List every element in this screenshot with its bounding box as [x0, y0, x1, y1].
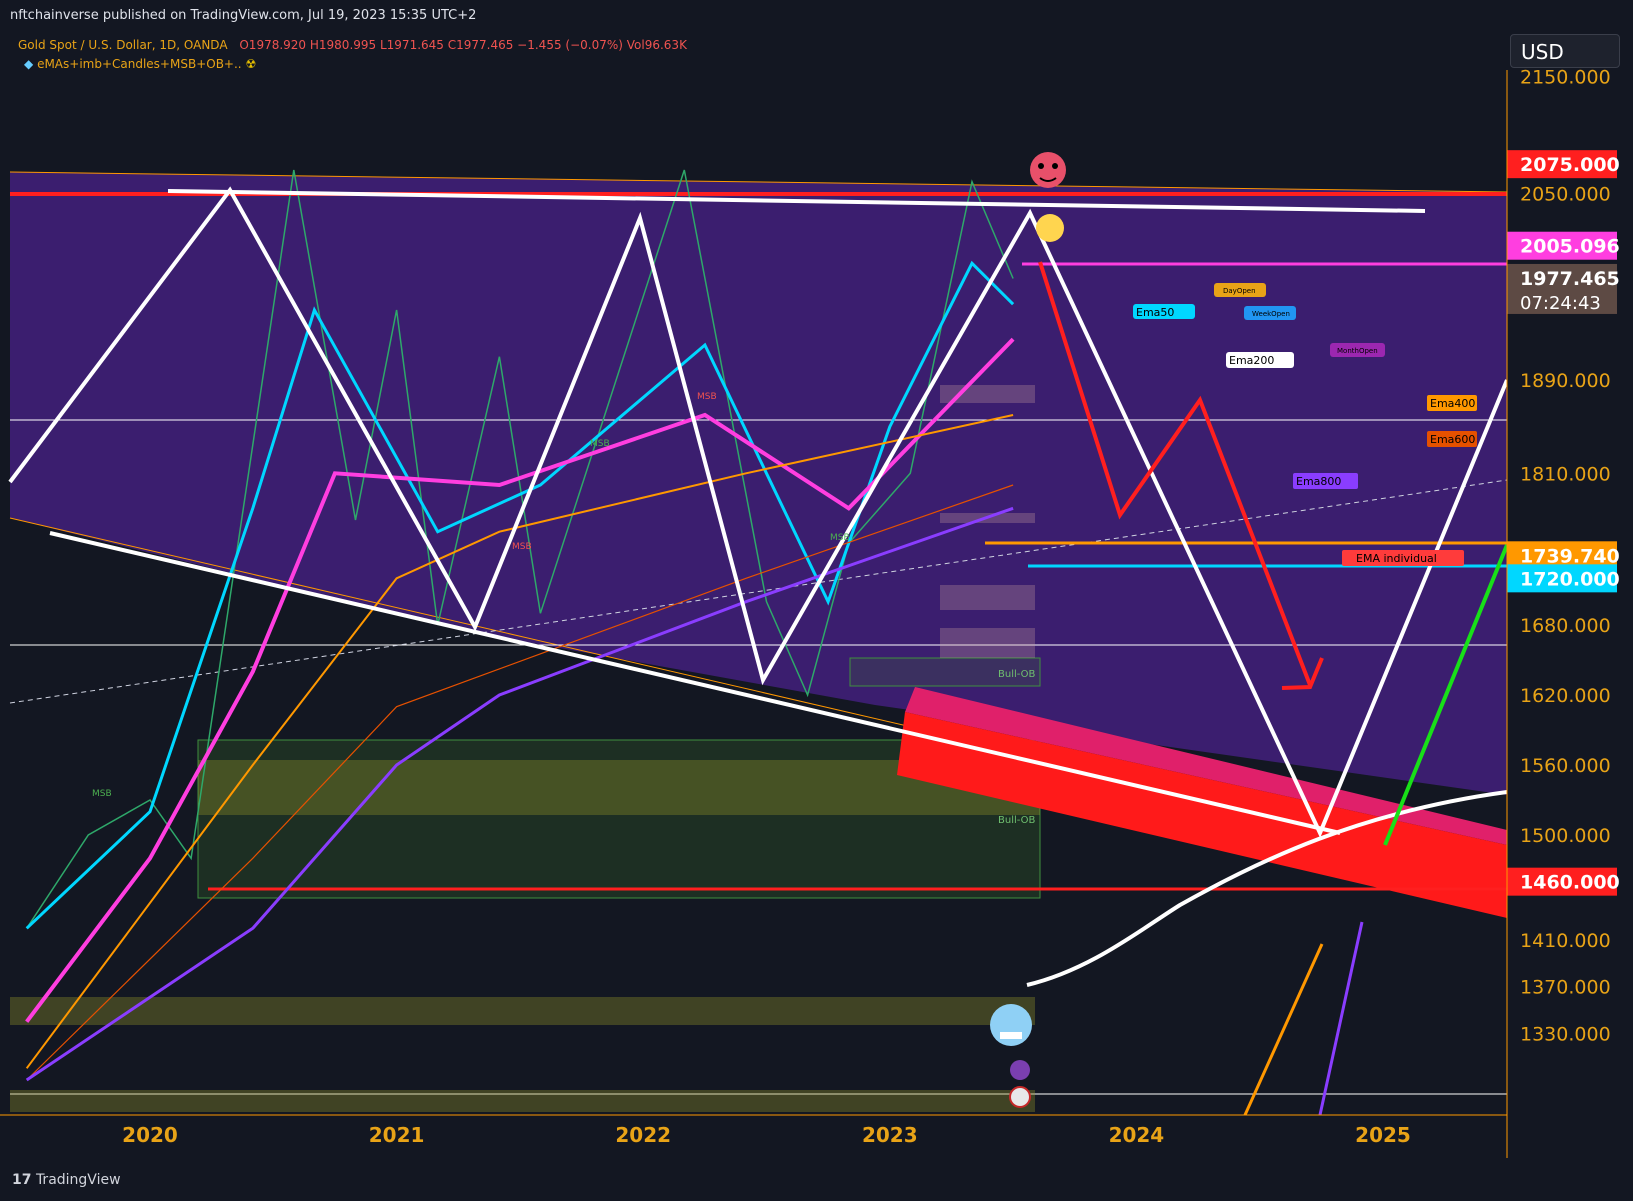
tradingview-logo[interactable]: 17 TradingView: [12, 1172, 121, 1188]
msb-label: MSB: [512, 542, 532, 552]
ema400-label: Ema400: [1430, 397, 1475, 410]
y-tick-label: 1410.000: [1520, 930, 1611, 952]
x-tick-label: 2021: [369, 1123, 425, 1147]
top-trendline: [167, 189, 1426, 213]
countdown-label: 07:24:43: [1520, 293, 1601, 314]
green-projection: [1383, 544, 1507, 846]
y-tick-label: 1330.000: [1520, 1023, 1611, 1045]
zone-top-line: [9, 171, 1507, 193]
x-tick-label: 2020: [122, 1123, 178, 1147]
diamond-icon: ◆: [24, 57, 34, 71]
bull-ob-label-lower: Bull-OB: [998, 815, 1036, 826]
bull-ob-small: [849, 657, 1041, 687]
y-tick-label: 1680.000: [1520, 615, 1611, 637]
ohlc-values: O1978.920 H1980.995 L1971.645 C1977.465 …: [239, 38, 687, 52]
imbalance-band: [10, 1090, 1035, 1112]
y-tick-label: 1500.000: [1520, 825, 1611, 847]
y-tick-label: 1620.000: [1520, 685, 1611, 707]
annotation-labels: Ema50 Ema200 Ema400 Ema600 Ema800 EMA in…: [92, 283, 1477, 826]
indicator-name[interactable]: eMAs+imb+Candles+MSB+OB+..: [37, 57, 242, 71]
price-label-box: [1507, 231, 1617, 260]
x-tick-label: 2023: [862, 1123, 918, 1147]
consolidation-zone: [10, 172, 1507, 795]
msb-label: MSB: [697, 392, 717, 402]
indicator-legend[interactable]: ◆ eMAs+imb+Candles+MSB+OB+.. ☢: [24, 57, 256, 71]
publisher-line: nftchainverse published on TradingView.c…: [10, 8, 477, 23]
price-label-box: [1507, 150, 1617, 179]
imbalance-band: [940, 628, 1035, 658]
imbalance-band: [940, 585, 1035, 610]
y-tick-label: 1560.000: [1520, 755, 1611, 777]
dayopen-label: DayOpen: [1223, 287, 1256, 295]
price-label-box: [1507, 564, 1617, 593]
y-tick-label: 1890.000: [1520, 370, 1611, 392]
price-label: 2005.096: [1520, 236, 1620, 258]
ema800-label: Ema800: [1296, 475, 1341, 488]
x-tick-label: 2022: [615, 1123, 671, 1147]
monthopen-label: MonthOpen: [1337, 347, 1378, 355]
msb-label: MSB: [92, 789, 112, 799]
us-flag-icon: [1009, 1086, 1031, 1108]
currency-button[interactable]: USD: [1510, 34, 1620, 68]
hand-pointer-icon: [1036, 214, 1064, 242]
price-label: 1460.000: [1520, 872, 1620, 894]
lightning-icon: [1010, 1060, 1030, 1080]
series-ema50: [25, 260, 1015, 930]
angry-face-icon: [1030, 152, 1066, 188]
red-arrow-head: [1281, 657, 1324, 690]
price-label: 2075.000: [1520, 154, 1620, 176]
imbalance-band: [10, 997, 1035, 1025]
red-projection: [1038, 261, 1312, 686]
price-label: 1977.465: [1520, 268, 1620, 290]
y-tick-label: 2050.000: [1520, 183, 1611, 205]
dashed-trendline: [9, 479, 1507, 704]
symbol-ohlc-line: Gold Spot / U.S. Dollar, 1D, OANDA O1978…: [18, 38, 687, 52]
ema200-label: Ema200: [1229, 354, 1274, 367]
time-axis[interactable]: 2020 2021 2022 2023 2024 2025: [122, 1123, 1411, 1147]
msb-label: MSB: [590, 439, 610, 449]
y-tick-label: 1810.000: [1520, 463, 1611, 485]
series-ema200: [25, 337, 1015, 1023]
price-label-box: [1507, 263, 1617, 314]
price-label: 1739.740: [1520, 545, 1620, 567]
weekopen-label: WeekOpen: [1252, 310, 1290, 318]
y-tick-label: 2150.000: [1520, 67, 1611, 89]
series-gold-price: [26, 169, 1014, 929]
x-tick-label: 2025: [1355, 1123, 1411, 1147]
tv-brand: TradingView: [35, 1172, 121, 1188]
cold-face-icon: [990, 1004, 1032, 1046]
radioactive-icon: ☢: [245, 57, 257, 71]
ema-individual-label: EMA individual: [1356, 552, 1437, 565]
price-label: 1720.000: [1520, 568, 1620, 590]
bull-ob-label-upper: Bull-OB: [998, 669, 1036, 680]
price-axis[interactable]: 2150.000 2050.000 1890.000 1810.000 1680.000…: [1507, 67, 1620, 1046]
series-layer: [25, 169, 1015, 1082]
y-tick-label: 1370.000: [1520, 977, 1611, 999]
x-tick-label: 2024: [1109, 1123, 1165, 1147]
purple-steep-line: [1318, 921, 1364, 1115]
ema50-label: Ema50: [1136, 306, 1174, 319]
bottom-trendline: [49, 531, 1341, 835]
price-label-box: [1507, 867, 1617, 896]
series-ema800: [25, 506, 1014, 1082]
symbol-title[interactable]: Gold Spot / U.S. Dollar, 1D, OANDA: [18, 38, 228, 52]
demand-channel-pink: [905, 687, 1507, 845]
harmonic-zigzag: [8, 186, 1507, 838]
series-ema400: [25, 414, 1014, 1069]
ema600-label: Ema600: [1430, 433, 1475, 446]
tv-logo-icon: 17: [12, 1172, 32, 1188]
orange-steep-line: [1243, 943, 1324, 1115]
series-ema600: [26, 484, 1014, 1081]
msb-label: MSB: [830, 533, 850, 543]
